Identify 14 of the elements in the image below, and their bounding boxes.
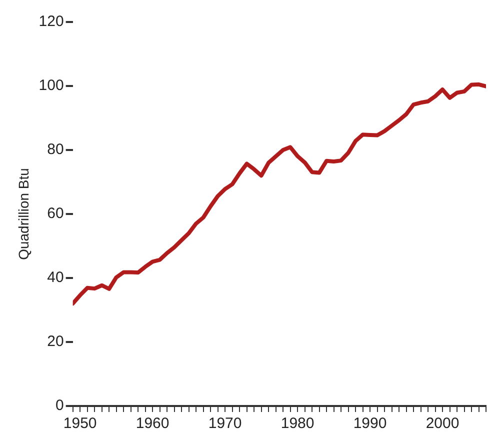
x-tick-label: 1950 [63,415,97,432]
y-tick-label: 120 [38,13,64,30]
y-tick-label: 20 [47,333,64,350]
y-tick-label: 60 [47,205,64,222]
x-tick-label: 2000 [426,415,460,432]
y-axis-title: Quadrillion Btu [15,168,32,260]
x-tick-label: 1960 [136,415,170,432]
y-tick-label: 100 [38,77,64,94]
x-tick-label: 1970 [208,415,242,432]
x-tick-label: 1990 [353,415,387,432]
y-tick-label: 40 [47,269,64,286]
x-tick-label: 1980 [280,415,314,432]
y-tick-label: 80 [47,141,64,158]
y-tick-label: 0 [55,397,64,414]
